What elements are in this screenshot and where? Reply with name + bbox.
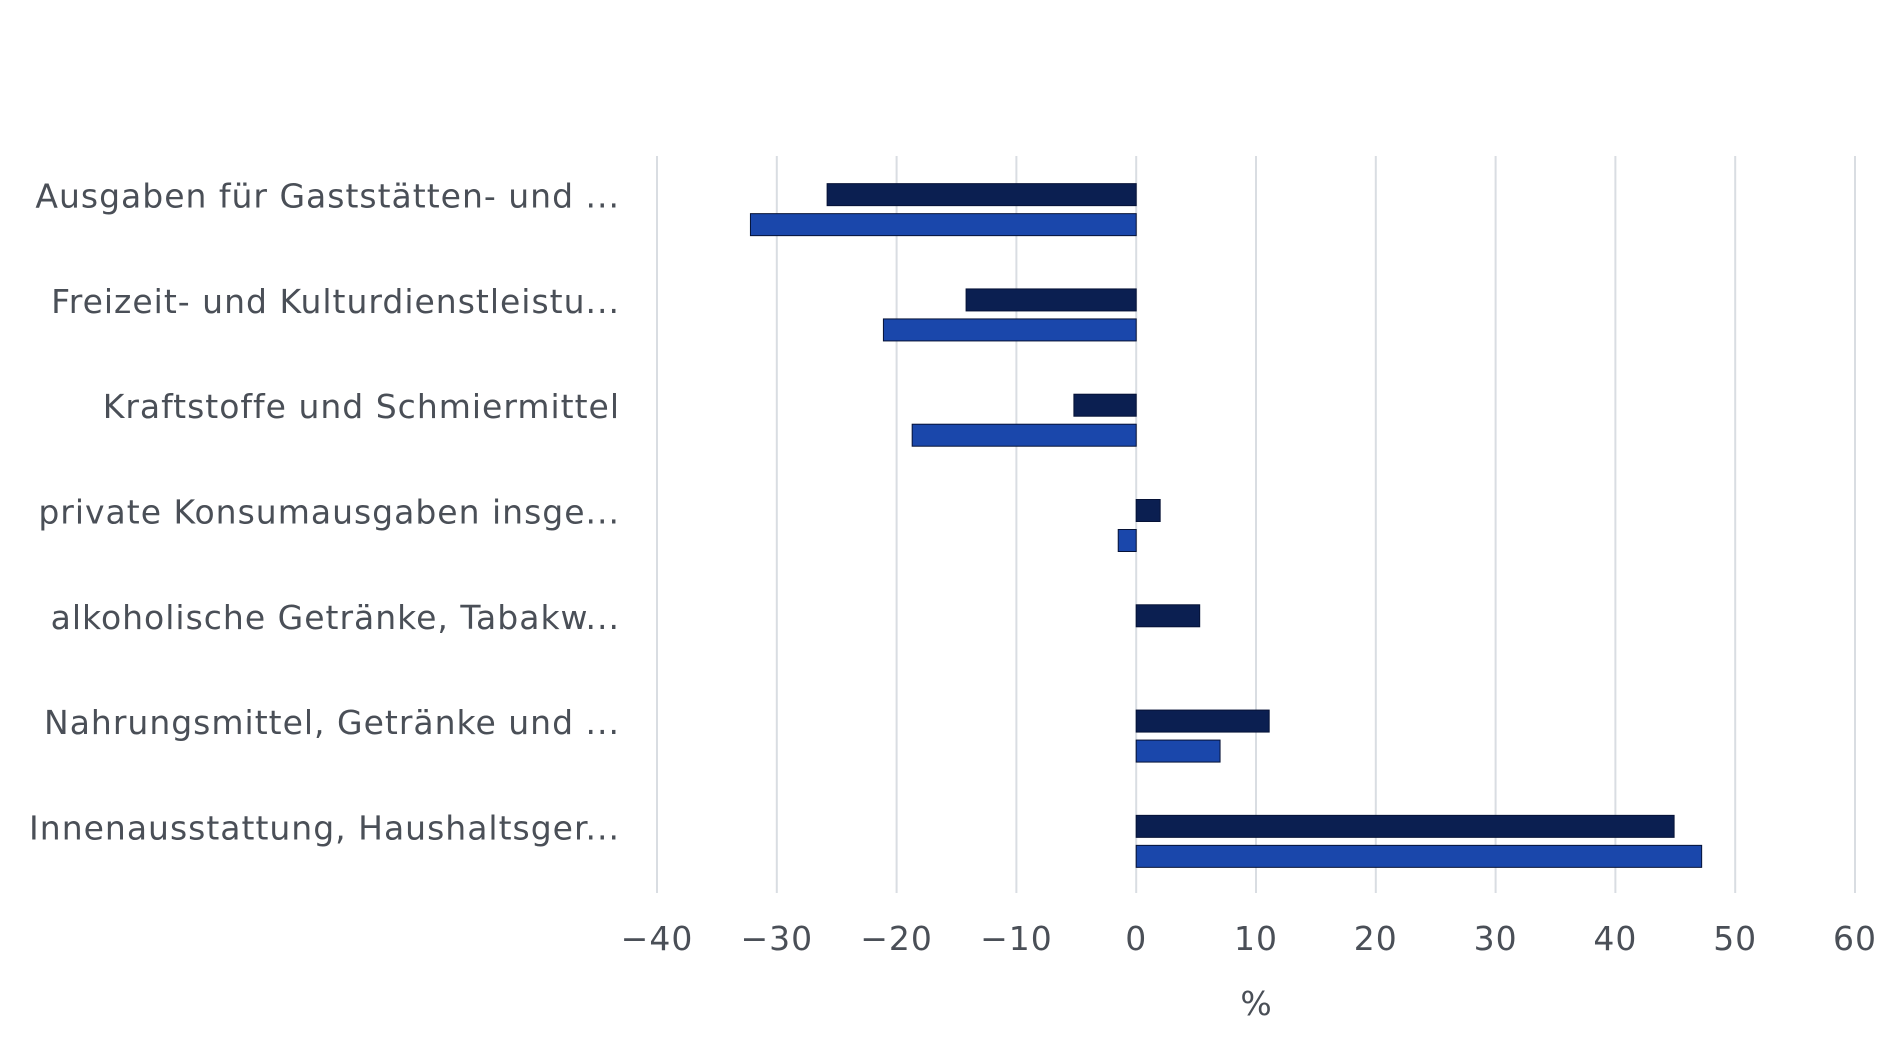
bar-series-1[interactable]: [1135, 814, 1675, 838]
bar-series-1[interactable]: [965, 288, 1137, 312]
x-tick-label: −40: [621, 919, 694, 958]
bar-series-2[interactable]: [1117, 529, 1137, 552]
x-tick-label: 20: [1354, 919, 1398, 958]
bar-series-2[interactable]: [882, 318, 1137, 342]
bar-series-1[interactable]: [1135, 709, 1270, 733]
category-label: Nahrungsmittel, Getränke und ...: [44, 703, 620, 742]
x-tick-label: −10: [980, 919, 1053, 958]
category-label: private Konsumausgaben insge...: [38, 493, 620, 532]
category-label: Innenausstattung, Haushaltsger...: [29, 808, 620, 847]
gridlines: [656, 156, 1856, 893]
bar-series-1[interactable]: [1135, 604, 1201, 628]
x-tick-label: 30: [1474, 919, 1518, 958]
bar-series-2[interactable]: [1135, 739, 1221, 763]
x-tick-label: 10: [1234, 919, 1278, 958]
x-axis-label: %: [1240, 984, 1271, 1023]
bars: [749, 183, 1703, 868]
category-labels: Ausgaben für Gaststätten- und ... Freizei…: [29, 177, 620, 848]
category-label: Freizeit- und Kulturdienstleistu...: [51, 282, 620, 321]
x-tick-label: −30: [740, 919, 813, 958]
bar-series-1[interactable]: [1073, 393, 1137, 417]
bar-series-1[interactable]: [826, 183, 1137, 207]
x-tick-label: 40: [1593, 919, 1637, 958]
x-tick-label: 0: [1125, 919, 1147, 958]
category-label: Kraftstoffe und Schmiermittel: [103, 387, 620, 426]
x-tick-labels: −40 −30 −20 −10 0 10 20 30 40 50 60: [621, 919, 1877, 958]
x-tick-label: 60: [1833, 919, 1877, 958]
bar-series-2[interactable]: [1135, 844, 1703, 868]
bar-series-2[interactable]: [749, 213, 1137, 237]
bar-series-2[interactable]: [911, 423, 1137, 447]
x-tick-label: −20: [860, 919, 933, 958]
bar-series-1[interactable]: [1135, 499, 1161, 522]
x-tick-label: 50: [1713, 919, 1757, 958]
category-label: Ausgaben für Gaststätten- und ...: [35, 177, 620, 216]
category-label: alkoholische Getränke, Tabakw...: [51, 598, 620, 637]
